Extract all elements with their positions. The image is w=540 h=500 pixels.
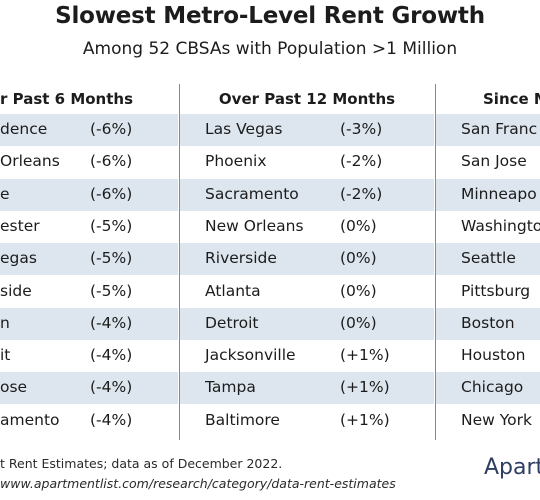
table-row: egas (-5%): [0, 243, 178, 276]
metro-name: it: [0, 346, 11, 365]
rent-growth-value: (0%): [340, 313, 377, 332]
metro-name: ester: [0, 216, 40, 235]
metro-name: Phoenix: [205, 152, 267, 171]
rent-growth-value: (-4%): [90, 410, 133, 429]
rent-growth-value: (-4%): [90, 313, 133, 332]
table-row: Riverside (0%): [180, 243, 434, 276]
table-row: Houston: [436, 340, 540, 372]
table-panel-2: Over Past 12 Months Las Vegas (-3%) Phoenix…: [180, 80, 434, 440]
table-row: Atlanta (0%): [180, 276, 434, 308]
metro-name: Orleans: [0, 152, 60, 171]
rent-growth-value: (-6%): [90, 152, 133, 171]
source-url: www.apartmentlist.com/research/category/…: [0, 476, 396, 491]
table-row: side (-5%): [0, 276, 178, 308]
metro-name: Baltimore: [205, 410, 280, 429]
table-row: Baltimore (+1%): [180, 405, 434, 437]
table-row: amento (-4%): [0, 405, 178, 437]
table-row: Boston: [436, 307, 540, 340]
rent-growth-value: (-5%): [90, 216, 133, 235]
metro-name: New Orleans: [205, 216, 304, 235]
metro-name: Pittsburg: [461, 281, 531, 300]
rent-growth-value: (0%): [340, 249, 377, 268]
panel-header: Over Past 12 Months: [218, 90, 396, 108]
rent-growth-value: (+1%): [340, 410, 390, 429]
metro-name: Las Vegas: [205, 120, 283, 138]
rent-growth-value: (+1%): [340, 346, 390, 365]
rent-growth-value: (0%): [340, 281, 377, 300]
table-row: dence (-6%): [0, 114, 178, 146]
table-row: Sacramento (-2%): [180, 178, 434, 211]
rent-growth-value: (-5%): [90, 249, 133, 268]
table-panel-1: r Past 6 Months dence (-6%) Orleans (-6%) e (-…: [0, 80, 178, 440]
metro-name: San Jose: [461, 152, 527, 171]
metro-name: ose: [0, 378, 28, 397]
table-row: Minneapo: [436, 178, 540, 211]
table-row: Orleans (-6%): [0, 146, 178, 178]
table-row: it (-4%): [0, 340, 178, 372]
table-row: e (-6%): [0, 178, 178, 211]
rent-growth-value: (-2%): [340, 184, 383, 203]
table-row: San Jose: [436, 146, 540, 178]
table-row: Pittsburg: [436, 276, 540, 308]
metro-name: side: [0, 281, 32, 300]
metro-name: Houston: [461, 346, 526, 365]
table-row: Chicago: [436, 372, 540, 405]
table-row: ester (-5%): [0, 211, 178, 243]
table-row: New York: [436, 405, 540, 437]
panel-header: Since M: [483, 90, 540, 108]
table-row: Detroit (0%): [180, 307, 434, 340]
panel-header: r Past 6 Months: [0, 90, 134, 108]
table-row: San Franc: [436, 114, 540, 146]
rent-growth-value: (-6%): [90, 120, 133, 138]
rent-growth-value: (-3%): [340, 120, 383, 138]
metro-name: egas: [0, 249, 37, 268]
metro-name: Riverside: [205, 249, 277, 268]
source-footnote: t Rent Estimates; data as of December 20…: [0, 456, 283, 471]
chart-title: Slowest Metro-Level Rent Growth: [55, 3, 485, 29]
rent-growth-value: (-4%): [90, 346, 133, 365]
metro-name: San Franc: [461, 120, 538, 138]
metro-name: Tampa: [205, 378, 256, 397]
metro-name: amento: [0, 410, 60, 429]
rent-growth-value: (-4%): [90, 378, 133, 397]
table-row: New Orleans (0%): [180, 211, 434, 243]
column-divider: [179, 84, 180, 440]
table-row: n (-4%): [0, 307, 178, 340]
metro-name: Sacramento: [205, 184, 299, 203]
apartment-list-logo: Apart: [484, 455, 540, 480]
table-panel-3: Since M San Franc San Jose Minneapo Washingt…: [436, 80, 540, 440]
metro-name: Washingto: [461, 216, 540, 235]
metro-name: New York: [461, 410, 532, 429]
metro-name: Chicago: [461, 378, 524, 397]
metro-name: dence: [0, 120, 48, 138]
rent-growth-value: (0%): [340, 216, 377, 235]
rent-growth-value: (-2%): [340, 152, 383, 171]
column-divider: [435, 84, 436, 440]
table-row: Las Vegas (-3%): [180, 114, 434, 146]
metro-name: Minneapo: [461, 184, 537, 203]
metro-name: n: [0, 313, 10, 332]
metro-name: Jacksonville: [205, 346, 296, 365]
table-row: ose (-4%): [0, 372, 178, 405]
table-row: Tampa (+1%): [180, 372, 434, 405]
metro-name: Seattle: [461, 249, 516, 268]
rent-growth-value: (-6%): [90, 184, 133, 203]
rent-growth-value: (+1%): [340, 378, 390, 397]
metro-name: Atlanta: [205, 281, 261, 300]
metro-name: Detroit: [205, 313, 259, 332]
table-row: Seattle: [436, 243, 540, 276]
table-row: Jacksonville (+1%): [180, 340, 434, 372]
rent-growth-value: (-5%): [90, 281, 133, 300]
table-row: Phoenix (-2%): [180, 146, 434, 178]
metro-name: Boston: [461, 313, 515, 332]
chart-subtitle: Among 52 CBSAs with Population >1 Millio…: [82, 39, 458, 59]
table-row: Washingto: [436, 211, 540, 243]
metro-name: e: [0, 184, 10, 203]
